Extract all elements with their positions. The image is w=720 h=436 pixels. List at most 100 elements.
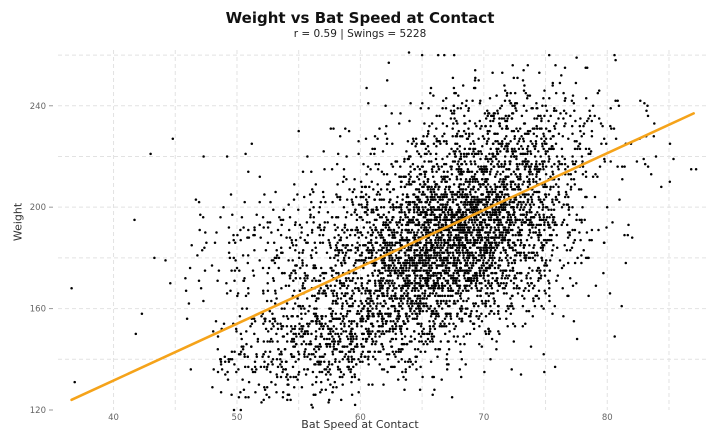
data-point (443, 294, 447, 298)
data-point (310, 228, 314, 232)
data-point (540, 200, 544, 204)
data-point (285, 340, 289, 343)
data-point (391, 259, 394, 262)
data-point (291, 365, 295, 369)
data-point (447, 213, 450, 217)
data-point (383, 261, 387, 265)
data-point (424, 259, 427, 262)
data-point (484, 165, 488, 168)
data-point (525, 193, 529, 196)
data-point (448, 185, 451, 189)
data-point (401, 236, 404, 239)
data-point (562, 314, 565, 318)
data-point (373, 134, 377, 138)
data-point (499, 150, 502, 153)
data-point (444, 96, 448, 100)
data-point (425, 238, 428, 242)
data-point (320, 370, 324, 374)
data-point (433, 388, 436, 391)
data-point (426, 208, 430, 211)
data-point (264, 350, 267, 353)
data-point (436, 254, 439, 257)
data-point (428, 200, 432, 204)
data-point (411, 261, 414, 265)
data-point (467, 266, 471, 270)
data-point (461, 216, 464, 219)
data-point (542, 198, 546, 201)
data-point (455, 134, 459, 138)
data-point (446, 266, 450, 270)
data-point (517, 147, 521, 151)
data-point (468, 228, 471, 232)
data-point (616, 165, 619, 168)
data-point (382, 317, 385, 320)
data-point (390, 162, 393, 166)
data-point (391, 337, 395, 341)
data-point (496, 140, 499, 143)
data-point (508, 162, 512, 166)
data-point (389, 264, 393, 267)
data-point (489, 216, 493, 219)
data-point (482, 218, 486, 222)
data-point (327, 360, 331, 364)
data-point (426, 269, 429, 272)
data-point (560, 205, 564, 209)
data-point (470, 231, 474, 234)
data-point (505, 183, 508, 186)
data-point (532, 216, 535, 219)
data-point (389, 271, 392, 275)
data-point (477, 226, 480, 229)
data-point (431, 261, 434, 265)
data-point (269, 370, 272, 374)
data-point (404, 322, 407, 326)
data-point (493, 175, 497, 179)
data-point (443, 188, 447, 191)
data-point (429, 327, 432, 331)
data-point (428, 269, 432, 272)
data-point (463, 312, 467, 315)
data-point (495, 205, 498, 209)
data-point (479, 274, 483, 277)
data-point (527, 233, 530, 237)
data-point (421, 246, 425, 249)
data-point (473, 200, 476, 204)
data-point (556, 274, 560, 277)
data-point (342, 205, 346, 209)
data-point (448, 218, 451, 222)
data-point (429, 198, 433, 201)
data-point (485, 213, 489, 217)
data-point (528, 94, 532, 97)
data-point (507, 243, 510, 247)
data-point (618, 198, 621, 201)
data-point (536, 211, 539, 214)
data-point (395, 223, 399, 227)
data-point (506, 228, 510, 232)
data-point (323, 368, 326, 371)
data-point (495, 193, 499, 196)
data-point (266, 363, 270, 366)
data-point (360, 233, 364, 237)
data-point (301, 287, 304, 290)
data-point (306, 330, 309, 333)
data-point (435, 292, 438, 295)
data-point (372, 292, 376, 295)
data-point (530, 200, 534, 204)
data-point (323, 352, 327, 356)
data-point (428, 325, 432, 328)
data-point (419, 211, 422, 214)
data-point (512, 208, 515, 211)
data-point (419, 259, 422, 262)
data-point (446, 211, 450, 214)
data-point (485, 292, 489, 295)
data-point (642, 157, 645, 161)
data-point (253, 360, 257, 364)
data-point (433, 322, 436, 326)
data-point (494, 243, 498, 247)
data-point (464, 236, 468, 239)
data-point (501, 269, 505, 272)
data-point (543, 114, 546, 118)
data-point (508, 218, 511, 222)
data-point (219, 360, 223, 364)
data-point (420, 284, 423, 288)
data-point (542, 160, 546, 163)
